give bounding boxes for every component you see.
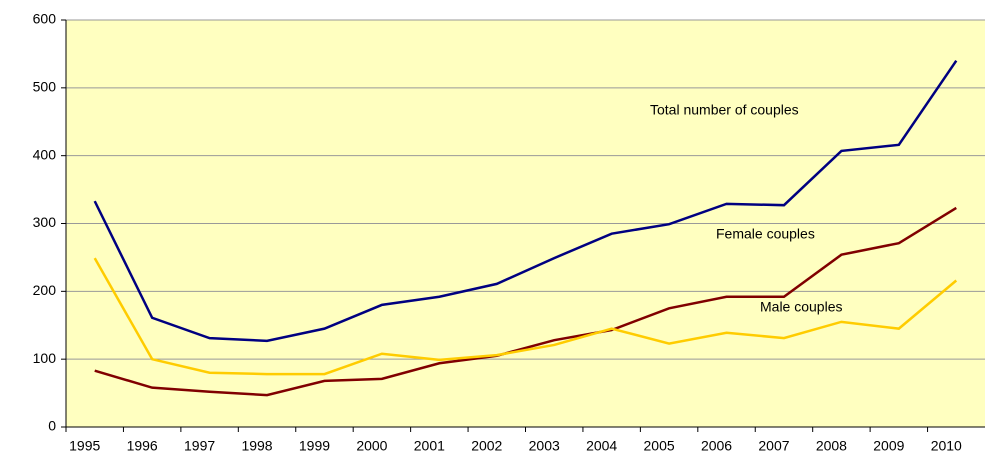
x-tick-label: 1995 <box>69 438 100 454</box>
y-tick-label: 500 <box>33 79 57 95</box>
x-tick-label: 2002 <box>471 438 502 454</box>
x-tick-label: 2005 <box>644 438 675 454</box>
y-tick-label: 0 <box>48 418 56 434</box>
x-tick-label: 1998 <box>241 438 272 454</box>
x-tick-label: 2010 <box>931 438 962 454</box>
y-tick-label: 400 <box>33 146 57 162</box>
y-tick-label: 200 <box>33 282 57 298</box>
x-tick-label: 2008 <box>816 438 847 454</box>
x-tick-label: 1999 <box>299 438 330 454</box>
x-tick-label: 2006 <box>701 438 732 454</box>
x-tick-label: 2003 <box>529 438 560 454</box>
series-line <box>94 206 957 397</box>
y-tick-label: 600 <box>33 11 57 27</box>
x-tick-label: 2000 <box>356 438 387 454</box>
x-tick-label: 1996 <box>127 438 158 454</box>
x-tick-label: 2009 <box>873 438 904 454</box>
x-tick-label: 2007 <box>758 438 789 454</box>
series-label: Total number of couples <box>650 102 799 118</box>
y-tick-label: 100 <box>33 350 57 366</box>
x-tick-label: 1997 <box>184 438 215 454</box>
series-line <box>93 257 958 376</box>
x-tick-label: 2001 <box>414 438 445 454</box>
series-label: Female couples <box>716 226 815 242</box>
x-tick-label: 2004 <box>586 438 617 454</box>
series-label: Male couples <box>760 299 843 315</box>
y-tick-label: 300 <box>33 214 57 230</box>
series-line <box>93 59 958 343</box>
